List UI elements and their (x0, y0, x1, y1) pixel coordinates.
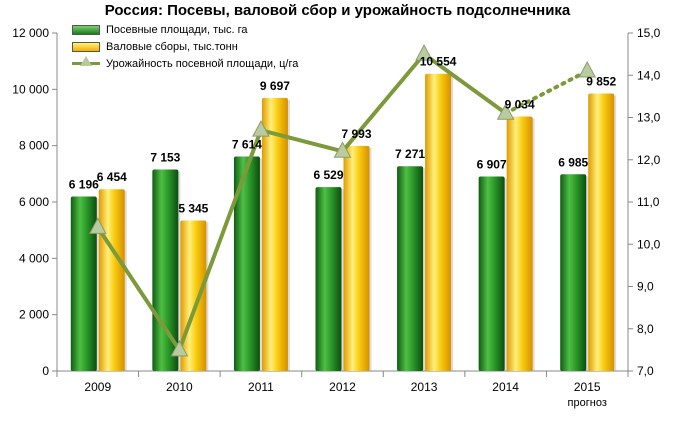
legend-swatch-yield (72, 56, 100, 66)
bar-harvest-label: 5 345 (178, 201, 208, 215)
x-tick-label: 2012 (329, 380, 356, 394)
legend: Посевные площади, тыс. га Валовые сборы,… (72, 21, 298, 72)
line-layer (88, 44, 597, 357)
legend-label-area: Посевные площади, тыс. га (106, 23, 248, 36)
yield-line (96, 52, 507, 352)
legend-swatch-harvest (72, 41, 100, 52)
y-left-tick-label: 6 000 (19, 195, 49, 209)
y-left-tick-label: 4 000 (19, 251, 49, 265)
x-tick-label: 2010 (166, 380, 193, 394)
legend-swatch-area (72, 24, 100, 35)
bar-harvest-label: 7 993 (341, 127, 371, 141)
legend-label-harvest: Валовые сборы, тыс.тонн (106, 40, 238, 53)
y-left-tick-label: 2 000 (19, 308, 49, 322)
bar-harvest (180, 220, 207, 371)
bar-area (397, 166, 424, 371)
bar-harvest (425, 73, 452, 371)
bar-harvest (261, 97, 288, 372)
y-right-tick-label: 13,0 (637, 111, 661, 125)
y-right-tick-label: 11,0 (637, 195, 660, 209)
bar-harvest (343, 145, 370, 371)
bar-harvest-label: 10 554 (420, 55, 457, 69)
x-tick-label: 2013 (411, 380, 438, 394)
legend-item-area: Посевные площади, тыс. га (72, 21, 298, 38)
bar-area-label: 7 614 (232, 138, 262, 152)
bar-area (478, 176, 505, 371)
bar-harvest-label: 9 852 (586, 75, 616, 89)
yield-line-forecast (503, 69, 590, 116)
x-tick-label: 2014 (492, 380, 519, 394)
bar-harvest (506, 116, 533, 372)
bars-layer (70, 73, 617, 372)
y-left-tick-label: 0 (42, 364, 49, 378)
yield-point (170, 339, 189, 357)
bar-area-label: 6 907 (477, 157, 507, 171)
bar-area-label: 7 153 (150, 151, 180, 165)
bar-area (70, 196, 97, 371)
legend-item-harvest: Валовые сборы, тыс.тонн (72, 38, 298, 55)
bar-harvest-label: 9 034 (505, 98, 535, 112)
y-right-tick-label: 14,0 (637, 68, 661, 82)
bar-harvest (98, 189, 125, 371)
x-tick-label: 2011 (248, 380, 274, 394)
y-right-tick-label: 12,0 (637, 153, 661, 167)
yield-point (415, 44, 433, 61)
yield-point (252, 120, 270, 137)
x-tick-label: 2009 (84, 380, 111, 394)
bar-area-label: 6 985 (558, 155, 588, 169)
bar-area-label: 7 271 (395, 147, 425, 161)
x-tick-sublabel: прогноз (568, 397, 607, 409)
yield-point (578, 60, 597, 78)
y-right-tick-label: 10,0 (637, 237, 661, 251)
bar-harvest (588, 93, 615, 371)
legend-item-yield: Урожайность посевной площади, ц/га (72, 55, 298, 72)
y-left-tick-label: 10 000 (12, 82, 49, 96)
y-right-tick-label: 8,0 (637, 322, 654, 336)
yield-point (496, 103, 515, 120)
y-left-tick-label: 12 000 (12, 26, 49, 40)
axes-layer: 0 2 000 4 000 6 000 8 000 10 000 12 000 7,0 8,0 9… (12, 26, 660, 409)
yield-point (333, 141, 352, 158)
bar-area-label: 6 529 (313, 168, 343, 182)
y-right-tick-label: 15,0 (637, 26, 661, 40)
bar-harvest-label: 9 697 (260, 79, 290, 93)
y-left-tick-label: 8 000 (19, 139, 49, 153)
y-right-tick-label: 7,0 (637, 364, 654, 378)
y-right-tick-label: 9,0 (637, 280, 654, 294)
yield-point (88, 217, 107, 234)
x-tick-label: 2015 (574, 380, 601, 394)
bar-area (315, 187, 342, 371)
legend-label-yield: Урожайность посевной площади, ц/га (106, 57, 299, 70)
bar-area (560, 174, 587, 371)
chart-title: Россия: Посевы, валовой сбор и урожайнос… (104, 2, 571, 19)
bar-area-label: 6 196 (69, 177, 99, 191)
bar-harvest-label: 6 454 (97, 170, 127, 184)
bar-area (233, 156, 260, 371)
